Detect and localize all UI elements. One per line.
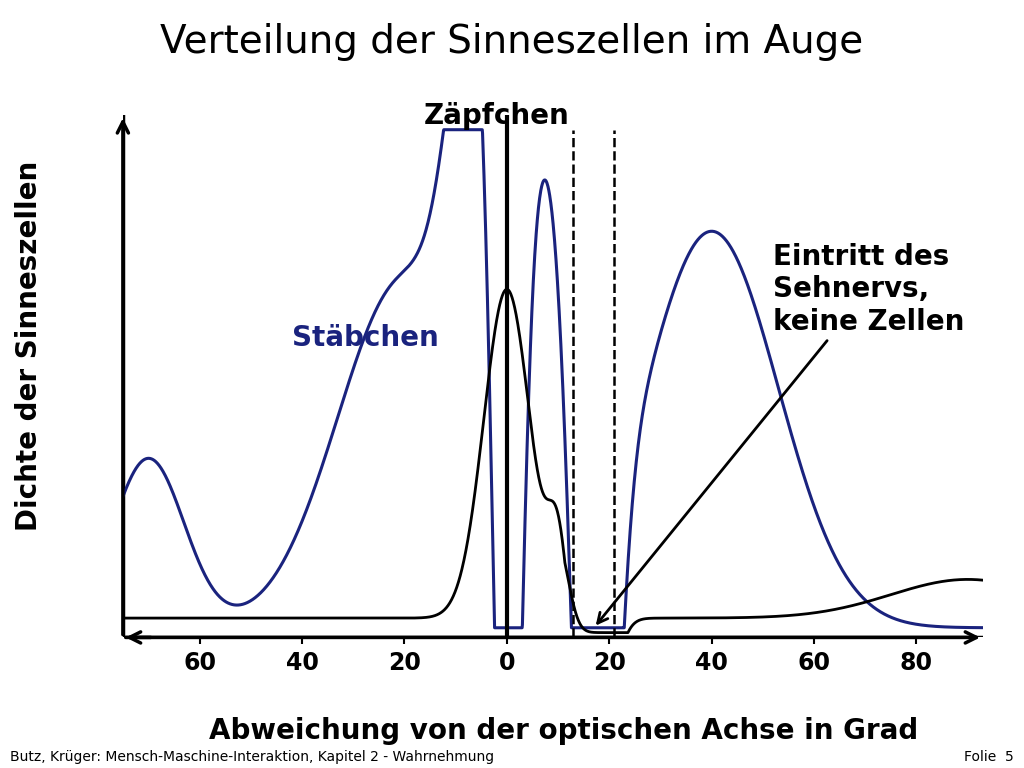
Text: Stäbchen: Stäbchen — [292, 323, 438, 352]
Text: Folie  5: Folie 5 — [964, 750, 1014, 764]
Text: Abweichung von der optischen Achse in Grad: Abweichung von der optischen Achse in Gr… — [209, 717, 918, 745]
Text: Butz, Krüger: Mensch-Maschine-Interaktion, Kapitel 2 - Wahrnehmung: Butz, Krüger: Mensch-Maschine-Interaktio… — [10, 750, 495, 764]
Text: Zäpfchen: Zäpfchen — [424, 101, 569, 130]
Text: Verteilung der Sinneszellen im Auge: Verteilung der Sinneszellen im Auge — [161, 23, 863, 61]
Text: Dichte der Sinneszellen: Dichte der Sinneszellen — [15, 161, 43, 531]
Text: Eintritt des
Sehnervs,
keine Zellen: Eintritt des Sehnervs, keine Zellen — [598, 243, 965, 623]
